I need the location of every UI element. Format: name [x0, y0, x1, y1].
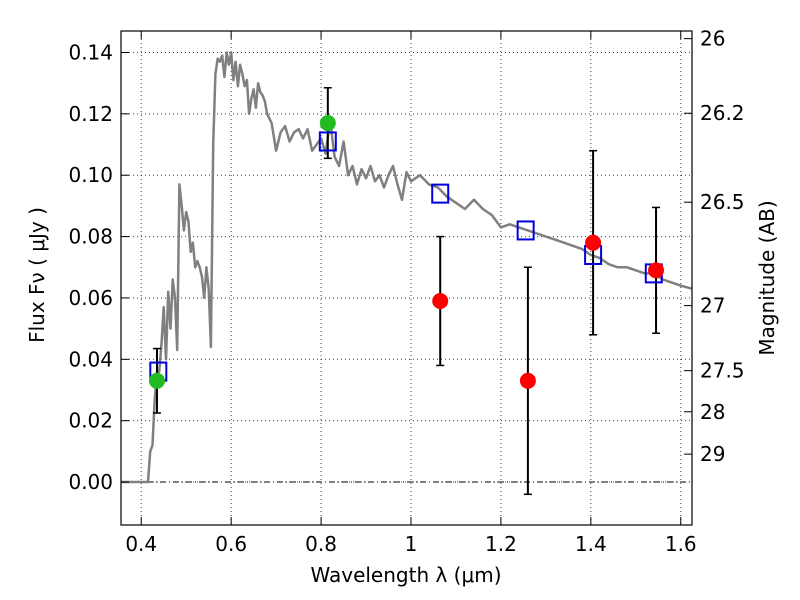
y-tick-label: 0.10	[68, 163, 113, 187]
y-tick-label: 0.00	[68, 470, 113, 494]
x-tick-label: 1	[405, 532, 418, 556]
model-band-square	[318, 131, 337, 152]
x-tick-label: 0.4	[125, 532, 157, 556]
y-tick-label: 0.08	[68, 225, 113, 249]
y-axis-label: Flux Fν ( μJy )	[25, 207, 49, 343]
x-tick-label: 1.6	[665, 532, 697, 556]
detection-point	[319, 115, 336, 132]
x-tick-label: 1.2	[485, 532, 517, 556]
x-tick-label: 0.6	[215, 532, 247, 556]
x-tick-label: 1.4	[575, 532, 607, 556]
detection-point	[148, 372, 165, 389]
y-axis-right-label: Magnitude (AB)	[755, 200, 779, 355]
y-tick-label: 0.06	[68, 286, 113, 310]
measurement-point	[648, 262, 665, 279]
magnitude-tick-label: 28	[700, 400, 725, 424]
plot-frame	[120, 30, 693, 526]
y-tick-label: 0.14	[68, 40, 113, 64]
magnitude-tick-label: 27	[700, 294, 725, 318]
y-tick-label: 0.02	[68, 409, 113, 433]
x-axis-label: Wavelength λ (μm)	[310, 563, 501, 587]
measurement-point	[432, 293, 449, 310]
y-tick-label: 0.04	[68, 347, 113, 371]
measurement-point	[519, 372, 536, 389]
sed-model-line	[121, 51, 693, 484]
x-tick-label: 0.8	[305, 532, 337, 556]
series-layer	[121, 51, 693, 496]
axis-ticks	[121, 31, 692, 525]
measurement-point	[585, 234, 602, 251]
tick-labels: 0.4 0.6 0.8 1 1.2 1.4 1.6 0.00 0.02 0.04 0.06 0.08 0…	[68, 27, 744, 556]
model-band-square	[516, 220, 535, 241]
magnitude-tick-label: 29	[700, 442, 725, 466]
model-band-square	[431, 183, 450, 204]
y-tick-label: 0.12	[68, 102, 113, 126]
magnitude-tick-label: 26.2	[700, 101, 745, 125]
magnitude-tick-label: 26	[700, 27, 725, 51]
magnitude-tick-label: 27.5	[700, 359, 745, 383]
magnitude-tick-label: 26.5	[700, 190, 745, 214]
